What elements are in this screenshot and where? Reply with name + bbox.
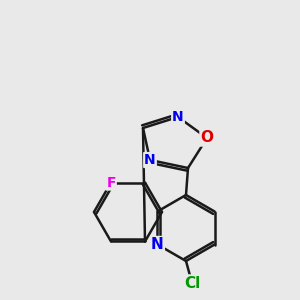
Text: N: N <box>144 153 156 167</box>
Text: O: O <box>200 130 214 146</box>
Text: N: N <box>151 237 164 252</box>
Text: N: N <box>172 110 184 124</box>
Text: Cl: Cl <box>184 275 200 290</box>
Text: F: F <box>106 176 116 190</box>
